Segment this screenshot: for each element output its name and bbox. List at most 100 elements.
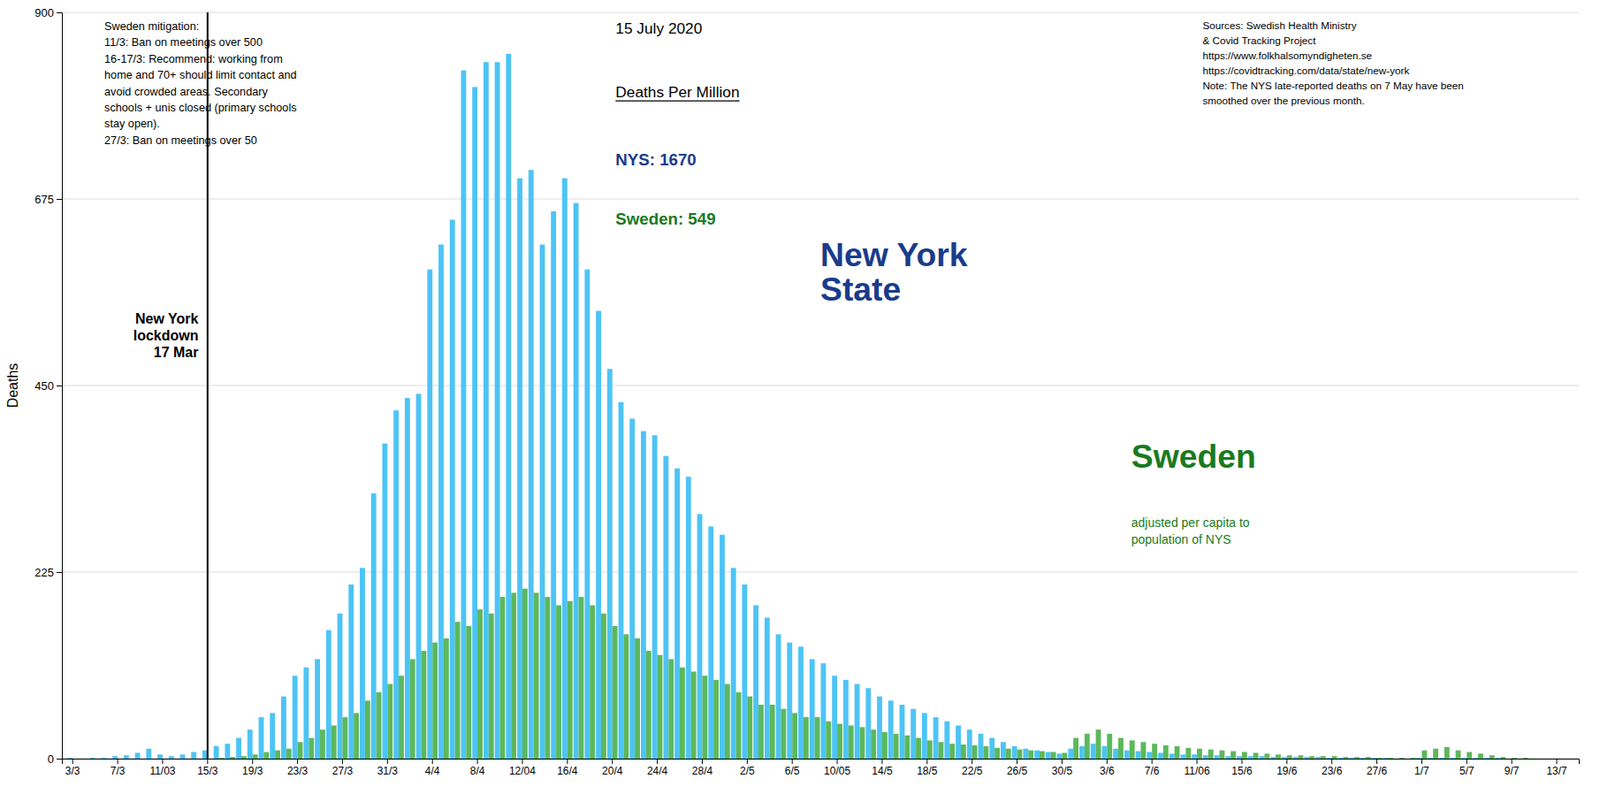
annotation-line: & Covid Tracking Project <box>1202 34 1317 46</box>
x-tick-label: 15/6 <box>1231 764 1253 778</box>
bar <box>1180 754 1187 759</box>
bar <box>764 617 770 759</box>
bar <box>1439 757 1445 759</box>
bar <box>229 756 236 759</box>
bar <box>1275 754 1281 759</box>
bar <box>381 443 388 759</box>
bar <box>1365 756 1372 759</box>
x-tick-label: 11/06 <box>1184 764 1211 778</box>
y-tick-label: 450 <box>34 379 54 393</box>
annotation: Sweden <box>1131 437 1257 475</box>
chart: 3/37/311/0315/319/323/327/331/34/48/412/… <box>0 0 1600 794</box>
x-tick-mark <box>1511 758 1513 764</box>
bar <box>517 178 523 759</box>
bar <box>821 662 827 759</box>
bar <box>303 667 309 759</box>
bar <box>393 410 399 759</box>
x-tick-label: 30/5 <box>1051 764 1074 778</box>
x-tick-mark <box>701 758 703 764</box>
bar <box>1484 757 1490 759</box>
bar <box>416 393 422 759</box>
bar <box>151 758 157 760</box>
bar <box>1562 758 1569 760</box>
bar <box>1405 758 1411 760</box>
bar <box>247 729 253 759</box>
x-tick-mark <box>297 758 298 764</box>
y-tick-label: 675 <box>34 192 54 206</box>
bar <box>1022 748 1029 759</box>
bar <box>101 757 107 759</box>
bar <box>320 729 326 759</box>
x-tick: 11/06 <box>1184 758 1211 778</box>
bar <box>353 712 359 759</box>
bar <box>410 658 416 759</box>
x-tick-label: 26/5 <box>1006 764 1029 778</box>
bar <box>927 739 933 759</box>
bar <box>1332 755 1338 759</box>
x-tick-mark <box>1016 758 1018 764</box>
bar <box>1051 751 1057 759</box>
bar <box>1079 746 1085 759</box>
bar <box>1253 752 1259 759</box>
bar <box>78 758 84 760</box>
x-tick-label: 20/4 <box>601 764 624 778</box>
x-tick-mark <box>72 758 74 764</box>
bar <box>629 419 635 759</box>
bar <box>893 733 900 759</box>
bar <box>292 675 298 759</box>
bar <box>1214 754 1220 759</box>
bar <box>1545 758 1551 760</box>
bar <box>1410 757 1417 759</box>
bar <box>567 601 573 759</box>
x-tick: 16/4 <box>556 758 579 778</box>
annotation-line: Sweden mitigation: <box>104 20 199 33</box>
bar <box>443 638 450 759</box>
bar <box>1061 752 1067 759</box>
x-tick-mark <box>117 758 119 764</box>
bar <box>944 721 950 759</box>
bar <box>978 733 984 759</box>
x-tick: 1/7 <box>1414 758 1430 778</box>
grid-line <box>61 571 1579 573</box>
x-tick: 12/04 <box>509 758 536 778</box>
x-tick-mark <box>926 758 928 764</box>
bar <box>882 731 888 759</box>
bar <box>1371 757 1378 759</box>
bar <box>776 633 782 759</box>
bar <box>67 757 73 759</box>
x-tick-label: 14/5 <box>871 764 893 778</box>
x-tick: 6/5 <box>784 758 800 778</box>
annotation-line: stay open). <box>104 117 160 130</box>
bar <box>1387 757 1394 759</box>
x-tick: 19/6 <box>1276 758 1298 778</box>
annotation-line: 27/3: Ban on meetings over 50 <box>104 134 258 147</box>
bar <box>241 755 247 759</box>
bar <box>83 758 90 760</box>
y-tick: 450 <box>34 379 62 393</box>
x-tick-mark <box>566 758 568 764</box>
annotation-line: smoothed over the previous month. <box>1202 94 1364 107</box>
bar <box>1444 746 1450 759</box>
bar <box>1236 755 1242 759</box>
bar <box>1124 750 1130 759</box>
bar <box>1264 753 1270 759</box>
x-tick: 27/6 <box>1366 758 1388 778</box>
bar <box>522 588 528 759</box>
bar <box>1303 756 1310 759</box>
x-tick-mark <box>611 758 613 764</box>
bar <box>404 397 411 759</box>
bar <box>1073 738 1079 759</box>
bar <box>668 658 674 759</box>
bar <box>1360 757 1366 759</box>
annotation-line: Sources: Swedish Health Ministry <box>1202 19 1357 31</box>
bar <box>106 758 112 760</box>
x-tick-label: 18/5 <box>916 764 938 778</box>
bar <box>1174 746 1181 759</box>
x-tick-mark <box>971 758 973 764</box>
bar <box>488 613 495 759</box>
x-tick-label: 19/6 <box>1276 764 1298 778</box>
bar <box>483 61 489 759</box>
bar <box>803 716 809 759</box>
bar <box>544 596 550 759</box>
bar <box>1169 753 1175 759</box>
